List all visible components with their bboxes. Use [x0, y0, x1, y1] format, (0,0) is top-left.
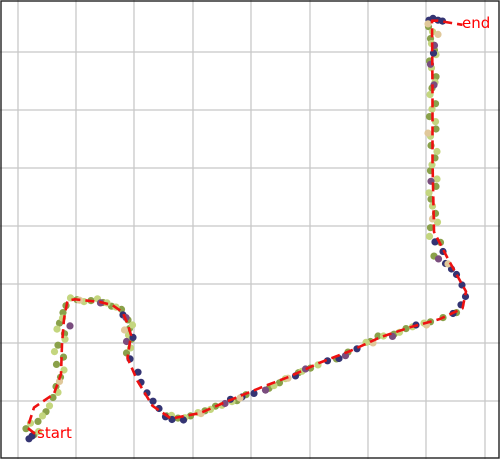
data-point [122, 337, 131, 346]
start-label: start [37, 424, 72, 442]
data-point [426, 224, 435, 232]
data-point [59, 309, 67, 317]
data-point [38, 412, 47, 420]
data-point [221, 399, 229, 408]
data-point [34, 417, 42, 425]
data-point [34, 427, 43, 436]
data-point [341, 352, 350, 360]
end-label: end [462, 14, 490, 32]
data-point [425, 189, 433, 197]
data-point [120, 326, 129, 334]
data-point [149, 397, 157, 405]
data-point [433, 175, 441, 183]
data-point [52, 360, 61, 368]
data-point [45, 402, 54, 410]
data-point [323, 357, 332, 365]
data-point [134, 368, 142, 376]
route-line [26, 19, 468, 435]
data-point [424, 20, 432, 28]
data-point [432, 73, 440, 81]
data-point [425, 232, 434, 240]
data-point [434, 30, 442, 38]
data-point [461, 292, 470, 301]
data-point [55, 377, 64, 385]
point-cloud [22, 14, 470, 443]
data-point [261, 386, 270, 394]
data-point [424, 129, 432, 137]
data-point [50, 348, 59, 356]
data-point [25, 435, 33, 443]
data-point [49, 393, 57, 402]
data-point [250, 389, 258, 397]
data-point [434, 255, 443, 263]
data-point [429, 49, 438, 57]
data-point [428, 105, 436, 113]
data-point [432, 125, 440, 133]
data-point [66, 322, 74, 330]
data-point [53, 325, 61, 333]
data-point [179, 416, 188, 424]
data-point [22, 425, 30, 433]
data-point [433, 147, 441, 156]
data-point [128, 321, 137, 329]
data-point [431, 238, 439, 246]
data-point [444, 260, 452, 268]
data-point [54, 341, 62, 349]
